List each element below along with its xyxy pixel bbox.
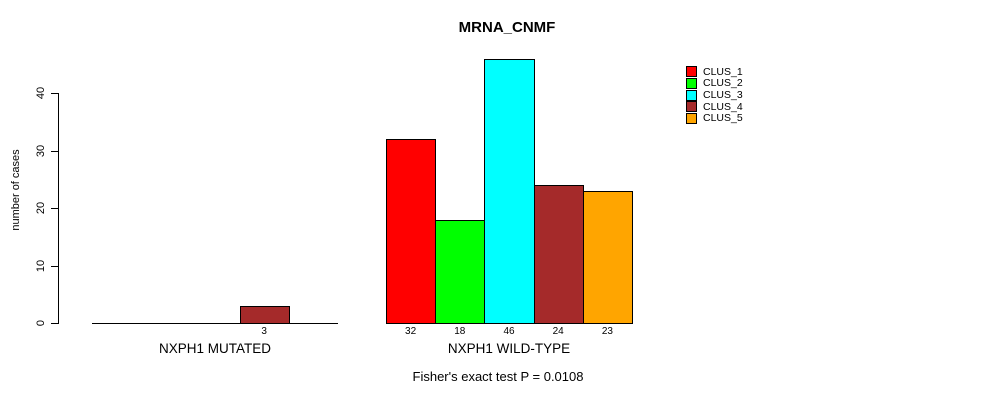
legend-item-label: CLUS_5 xyxy=(703,112,743,125)
x-baseline xyxy=(92,323,338,324)
fisher-test-note: Fisher's exact test P = 0.0108 xyxy=(412,369,584,384)
y-axis-tick-label: 0 xyxy=(35,319,47,327)
bar-value-label: 46 xyxy=(503,326,515,337)
legend-item-clus_5: CLUS_5 xyxy=(686,113,743,125)
legend-item-label: CLUS_3 xyxy=(703,88,743,101)
y-axis-tick xyxy=(51,323,58,324)
y-axis-line xyxy=(58,93,59,324)
legend-swatch xyxy=(686,78,697,90)
y-axis-tick xyxy=(51,208,58,209)
legend-swatch xyxy=(686,89,697,101)
bar-clus_4 xyxy=(240,306,290,324)
chart-title: MRNA_CNMF xyxy=(458,19,556,36)
y-axis-tick xyxy=(51,266,58,267)
bar-value-label: 3 xyxy=(261,326,267,337)
legend-swatch xyxy=(686,66,697,78)
legend-swatch xyxy=(686,101,697,113)
legend-item-clus_1: CLUS_1 xyxy=(686,66,743,78)
bar-value-label: 23 xyxy=(601,326,613,337)
y-axis-tick-label: 10 xyxy=(35,259,47,273)
y-axis-tick xyxy=(51,93,58,94)
group-label: NXPH1 MUTATED xyxy=(158,341,272,356)
y-axis-tick-label: 20 xyxy=(35,201,47,215)
legend-item-clus_2: CLUS_2 xyxy=(686,78,743,90)
bar-clus_3 xyxy=(484,59,535,324)
bar-value-label: 24 xyxy=(552,326,564,337)
legend-item-clus_4: CLUS_4 xyxy=(686,101,743,113)
y-axis-tick xyxy=(51,151,58,152)
legend: CLUS_1 CLUS_2 CLUS_3 CLUS_4 CLUS_5 xyxy=(686,66,743,125)
legend-swatch xyxy=(686,113,697,125)
y-axis-label: number of cases xyxy=(10,149,22,231)
y-axis-tick-label: 30 xyxy=(35,144,47,158)
legend-item-label: CLUS_2 xyxy=(703,77,743,90)
bar-clus_4 xyxy=(534,185,584,324)
bar-value-label: 18 xyxy=(454,326,466,337)
legend-item-clus_3: CLUS_3 xyxy=(686,89,743,101)
legend-item-label: CLUS_1 xyxy=(703,65,743,78)
legend-item-label: CLUS_4 xyxy=(703,100,743,113)
bar-clus_1 xyxy=(386,139,436,324)
bar-value-label: 32 xyxy=(405,326,417,337)
group-label: NXPH1 WILD-TYPE xyxy=(447,341,571,356)
y-axis-tick-label: 40 xyxy=(35,86,47,100)
bar-clus_5 xyxy=(583,191,633,324)
bar-clus_2 xyxy=(435,220,485,324)
